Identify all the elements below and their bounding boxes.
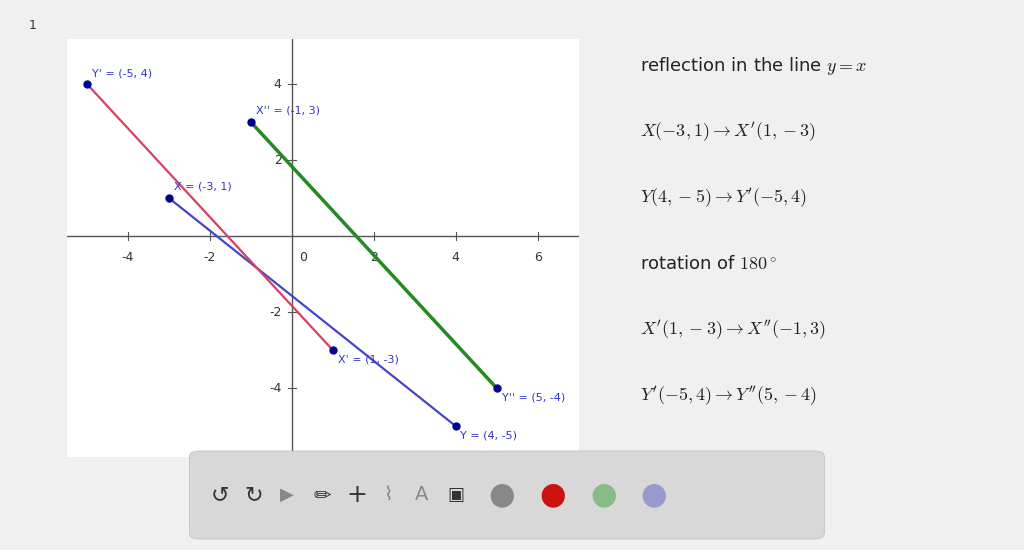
Text: 1: 1: [29, 19, 37, 32]
Text: X'' = (-1, 3): X'' = (-1, 3): [256, 105, 319, 115]
Text: Y' = (-5, 4): Y' = (-5, 4): [92, 68, 153, 79]
Text: ✏: ✏: [313, 485, 332, 505]
Text: ▣: ▣: [447, 486, 464, 504]
Text: +: +: [346, 483, 367, 507]
Text: $Y'(-5,4) \rightarrow Y''(5,-4)$: $Y'(-5,4) \rightarrow Y''(5,-4)$: [640, 384, 817, 408]
Text: $Y(4,-5) \rightarrow Y'(-5,4)$: $Y(4,-5) \rightarrow Y'(-5,4)$: [640, 186, 807, 210]
Text: -2: -2: [269, 306, 282, 318]
Text: X' = (1, -3): X' = (1, -3): [338, 355, 398, 365]
Text: 0: 0: [299, 251, 307, 263]
Text: 4: 4: [273, 78, 282, 91]
Text: 2: 2: [273, 153, 282, 167]
Text: ↺: ↺: [211, 485, 229, 505]
Text: $X(-3,1) \rightarrow X'(1,-3)$: $X(-3,1) \rightarrow X'(1,-3)$: [640, 120, 816, 144]
Text: -4: -4: [122, 251, 134, 263]
Text: rotation of $180^\circ$: rotation of $180^\circ$: [640, 255, 777, 273]
Text: A: A: [415, 486, 429, 504]
Text: 2: 2: [370, 251, 378, 263]
Text: reflection in the line $y = x$: reflection in the line $y = x$: [640, 55, 867, 77]
Text: ▶: ▶: [280, 486, 294, 504]
Text: 4: 4: [452, 251, 460, 263]
Text: ●: ●: [591, 481, 617, 509]
Text: Y = (4, -5): Y = (4, -5): [460, 431, 517, 441]
Text: ●: ●: [540, 481, 566, 509]
Text: $X'(1,-3) \rightarrow X''(-1,3)$: $X'(1,-3) \rightarrow X''(-1,3)$: [640, 318, 826, 342]
Text: Y'' = (5, -4): Y'' = (5, -4): [502, 393, 565, 403]
Text: ⌇: ⌇: [384, 486, 394, 504]
Text: -4: -4: [269, 382, 282, 394]
Text: 6: 6: [534, 251, 542, 263]
Text: ●: ●: [488, 481, 515, 509]
Text: X = (-3, 1): X = (-3, 1): [174, 182, 231, 191]
Text: ●: ●: [640, 481, 667, 509]
Text: ↻: ↻: [245, 485, 263, 505]
Text: -2: -2: [204, 251, 216, 263]
